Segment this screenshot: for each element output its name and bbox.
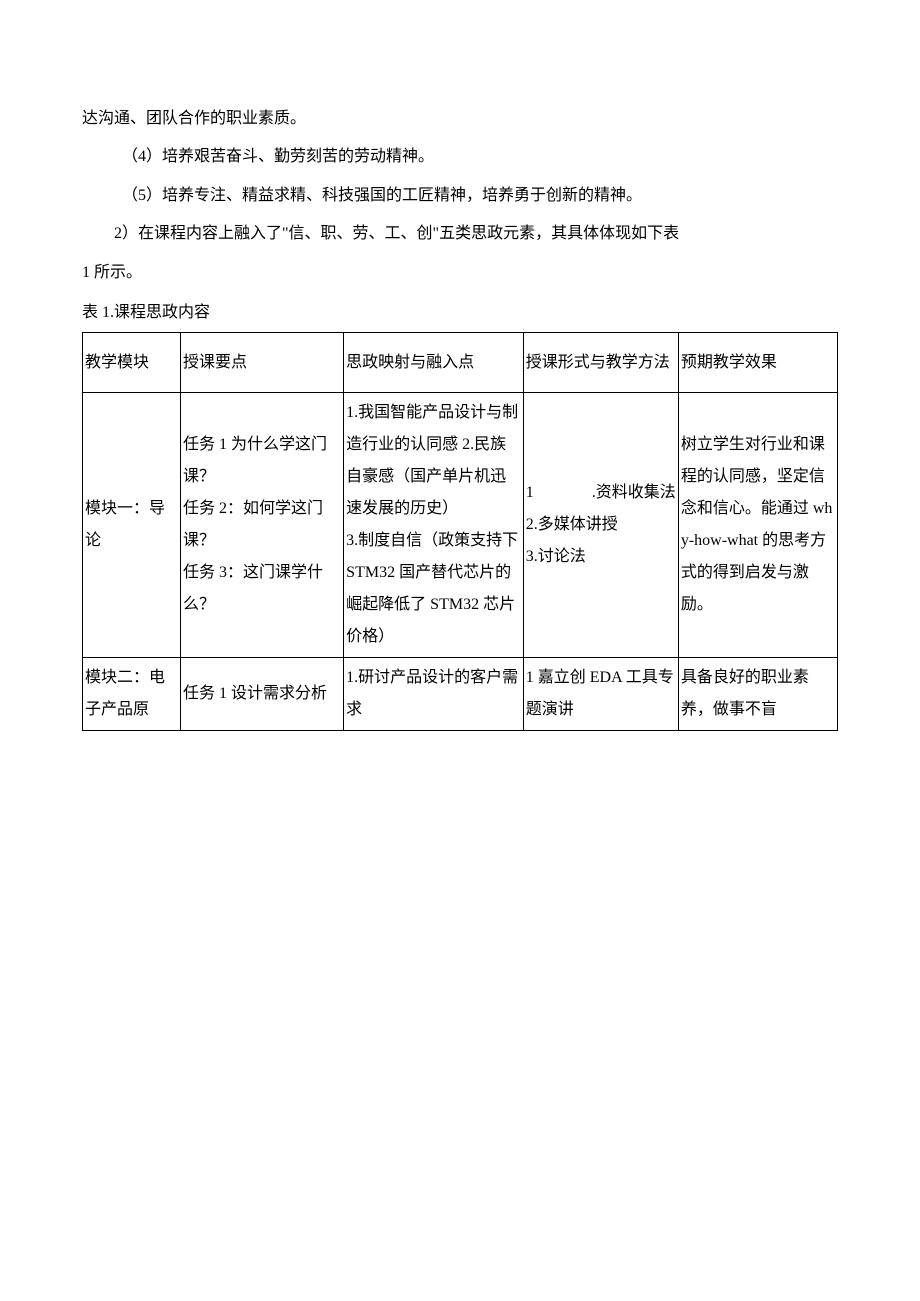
cell-module1-col3: 1.我国智能产品设计与制造行业的认同感 2.民族自豪感（国产单片机迅速发展的历史…: [344, 393, 524, 658]
cell-module2-col3: 1.研讨产品设计的客户需求: [344, 658, 524, 731]
header-col1: 教学模块: [83, 333, 181, 393]
cell-module1-col4: 1.资料收集法2.多媒体讲授3.讨论法: [523, 393, 678, 658]
cell-module1-col2: 任务 1 为什么学这门课？任务 2：如何学这门课？任务 3：这门课学什么？: [180, 393, 343, 658]
cell-module2-col1: 模块二：电子产品原: [83, 658, 181, 731]
header-col4: 授课形式与教学方法: [523, 333, 678, 393]
cell-module2-col4: 1 嘉立创 EDA 工具专题演讲: [523, 658, 678, 731]
header-col2: 授课要点: [180, 333, 343, 393]
table-caption: 表 1.课程思政内容: [82, 294, 838, 332]
cell-module1-col5: 树立学生对行业和课程的认同感，坚定信念和信心。能通过 why-how-what …: [678, 393, 837, 658]
cell-module1-col1: 模块一：导论: [83, 393, 181, 658]
body-line-2: （4）培养艰苦奋斗、勤劳刻苦的劳动精神。: [82, 138, 838, 176]
body-line-3: （5）培养专注、精益求精、科技强国的工匠精神，培养勇于创新的精神。: [82, 177, 838, 215]
cell-module2-col5: 具备良好的职业素养，做事不盲: [678, 658, 837, 731]
body-line-1: 达沟通、团队合作的职业素质。: [82, 100, 838, 138]
table-header-row: 教学模块 授课要点 思政映射与融入点 授课形式与教学方法 预期教学效果: [83, 333, 838, 393]
table-row: 模块二：电子产品原 任务 1 设计需求分析 1.研讨产品设计的客户需求 1 嘉立…: [83, 658, 838, 731]
body-line-4: 2）在课程内容上融入了"信、职、劳、工、创"五类思政元素，其具体体现如下表: [82, 215, 838, 253]
cell-module2-col2: 任务 1 设计需求分析: [180, 658, 343, 731]
header-col3: 思政映射与融入点: [344, 333, 524, 393]
body-line-5: 1 所示。: [82, 254, 838, 292]
curriculum-table: 教学模块 授课要点 思政映射与融入点 授课形式与教学方法 预期教学效果 模块一：…: [82, 332, 838, 731]
table-row: 模块一：导论 任务 1 为什么学这门课？任务 2：如何学这门课？任务 3：这门课…: [83, 393, 838, 658]
header-col5: 预期教学效果: [678, 333, 837, 393]
